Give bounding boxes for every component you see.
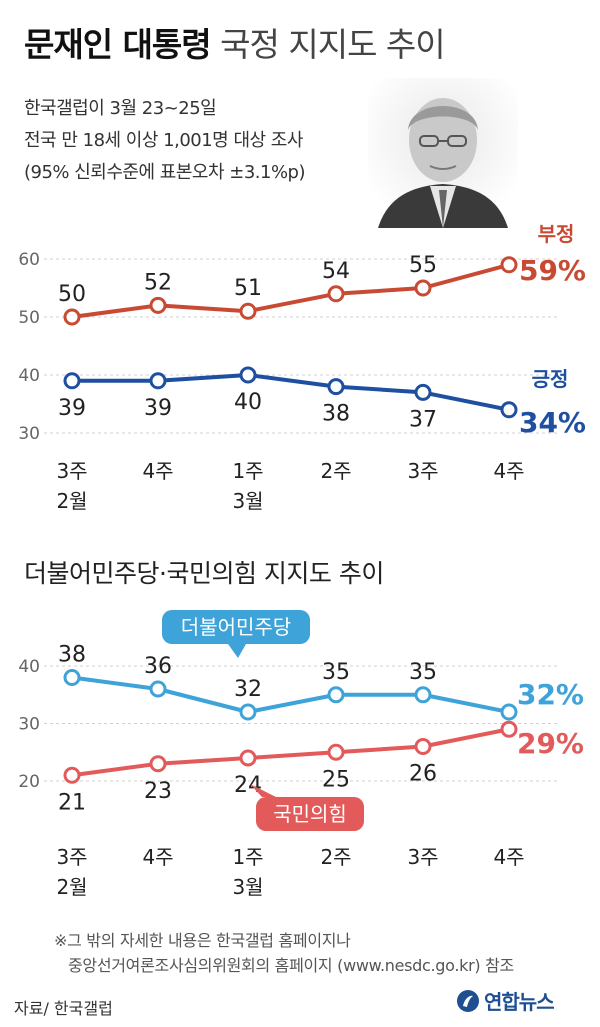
x-tick-label: 1주	[232, 845, 263, 869]
data-point	[63, 372, 81, 390]
series-line	[70, 262, 511, 319]
data-label: 35	[409, 660, 437, 685]
data-label: 54	[322, 259, 350, 284]
x-tick-label: 2주	[320, 459, 351, 483]
data-label: 35	[322, 660, 350, 685]
x-tick-sublabel: 3월	[232, 489, 263, 513]
series-name-ppp: 국민의힘	[273, 802, 347, 826]
data-point	[63, 669, 81, 686]
series-callout-ppp	[256, 797, 364, 831]
series-end-label-positive: 34%	[519, 406, 586, 439]
series-name-positive: 긍정	[532, 367, 569, 391]
footnote-line-2: 중앙선거여론조사심의위원회의 홈페이지 (www.nesdc.go.kr) 참조	[68, 956, 514, 975]
party-line-chart: 40 30 20 3주 2월 4주 1주 3월 2주 3주 4주 38 36 32 35 35 21 23 24 25…	[18, 610, 584, 899]
x-tick-sublabel: 3월	[232, 875, 263, 899]
y-tick-label: 50	[18, 308, 40, 328]
data-point	[327, 285, 345, 303]
data-point	[239, 749, 257, 767]
data-label: 24	[234, 773, 262, 798]
data-label: 25	[322, 767, 350, 792]
data-label: 52	[144, 270, 172, 295]
data-point	[149, 680, 167, 698]
series-line	[70, 675, 511, 714]
series-callout-pointer	[250, 784, 276, 797]
data-point	[63, 766, 81, 784]
data-point	[327, 686, 345, 704]
series-line	[70, 727, 511, 778]
data-point	[149, 755, 167, 773]
title-light: 국정 지지도 추이	[220, 25, 445, 64]
footnote-line-1: ※그 밖의 자세한 내용은 한국갤럽 홈페이지나	[54, 931, 351, 950]
president-portrait	[368, 78, 518, 228]
survey-line-1: 한국갤럽이 3월 23~25일	[24, 98, 217, 119]
x-tick-label: 3주	[407, 845, 438, 869]
data-point	[239, 302, 257, 320]
approval-line-chart: 60 50 40 30 3주 2월 4주 1주 3월 2주 3주 4주 50 52 51 54 55 39 39 40…	[18, 222, 586, 513]
data-label: 23	[144, 779, 172, 804]
party-chart-title: 더불어민주당·국민의힘 지지도 추이	[24, 559, 384, 588]
data-point	[327, 743, 345, 761]
data-label: 51	[234, 276, 262, 301]
series-name-negative: 부정	[538, 222, 575, 246]
data-point	[239, 366, 257, 384]
data-point	[500, 720, 518, 738]
yonhap-logo-icon	[457, 989, 479, 1012]
series-end-label-ppp: 29%	[517, 727, 584, 760]
data-label: 38	[322, 402, 350, 427]
data-label: 26	[409, 762, 437, 787]
data-point	[414, 738, 432, 755]
x-tick-label: 3주	[56, 845, 87, 869]
x-tick-label: 3주	[56, 459, 87, 483]
x-tick-label: 1주	[232, 459, 263, 483]
x-tick-label: 4주	[493, 459, 524, 483]
data-label: 37	[409, 407, 437, 432]
x-tick-label: 2주	[320, 845, 351, 869]
data-point	[414, 686, 432, 704]
y-tick-label: 30	[18, 424, 40, 444]
data-point	[149, 372, 167, 390]
data-label: 32	[234, 677, 262, 702]
data-point	[414, 279, 432, 297]
x-tick-label: 3주	[407, 459, 438, 483]
data-label: 55	[409, 253, 437, 278]
series-callout-democratic	[162, 610, 310, 644]
series-callout-pointer	[228, 644, 246, 658]
survey-line-3: (95% 신뢰수준에 표본오차 ±3.1%p)	[24, 162, 306, 183]
data-point	[500, 703, 518, 721]
page-title: 문재인 대통령 국정 지지도 추이	[24, 18, 446, 66]
data-point	[500, 256, 518, 274]
data-label: 50	[58, 282, 86, 307]
data-label: 21	[58, 790, 86, 815]
y-tick-label: 40	[18, 657, 40, 677]
x-tick-label: 4주	[142, 459, 173, 483]
x-tick-sublabel: 2월	[56, 489, 87, 513]
data-point	[500, 401, 518, 419]
series-name-democratic: 더불어민주당	[181, 615, 291, 639]
data-point	[327, 378, 345, 396]
yonhap-logo: 연합뉴스	[456, 986, 555, 1015]
title-bold: 문재인 대통령	[24, 25, 212, 64]
source-label: 자료/ 한국갤럽	[14, 999, 113, 1018]
data-label: 40	[234, 390, 262, 415]
y-tick-label: 30	[18, 715, 40, 735]
data-point	[149, 296, 167, 314]
series-end-label-democratic: 32%	[517, 678, 584, 711]
survey-line-2: 전국 만 18세 이상 1,001명 대상 조사	[24, 130, 303, 151]
x-tick-sublabel: 2월	[56, 875, 87, 899]
data-point	[239, 703, 257, 721]
y-tick-label: 20	[18, 772, 40, 792]
data-label: 39	[144, 396, 172, 421]
y-tick-label: 60	[18, 250, 40, 270]
data-label: 38	[58, 643, 86, 668]
series-line	[70, 373, 511, 412]
x-tick-label: 4주	[493, 845, 524, 869]
y-tick-label: 40	[18, 366, 40, 386]
series-end-label-negative: 59%	[519, 254, 586, 287]
logo-text: 연합뉴스	[484, 990, 555, 1014]
x-tick-label: 4주	[142, 845, 173, 869]
data-label: 39	[58, 396, 86, 421]
data-label: 36	[144, 654, 172, 679]
data-point	[63, 308, 81, 326]
data-point	[414, 383, 432, 401]
